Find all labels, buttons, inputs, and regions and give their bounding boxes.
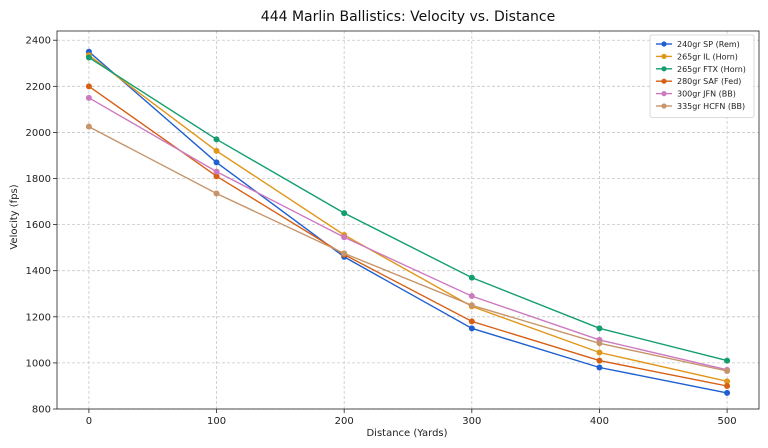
y-tick-label: 2200 — [26, 82, 51, 93]
series-line — [88, 51, 728, 394]
series-group — [85, 123, 731, 374]
x-tick-label: 200 — [335, 416, 354, 427]
legend-swatch-marker — [661, 66, 667, 72]
legend-box — [649, 34, 755, 118]
data-point — [85, 94, 92, 101]
legend-swatch-marker — [661, 78, 667, 84]
data-point — [85, 54, 92, 61]
data-point — [213, 159, 220, 166]
data-point — [724, 378, 731, 385]
data-point — [341, 234, 348, 241]
plot-area — [56, 30, 760, 410]
data-point — [724, 357, 731, 364]
legend-item: 335gr HCFN (BB) — [656, 102, 745, 111]
legend-label: 280gr SAF (Fed) — [677, 77, 741, 86]
x-axis-label: Distance (Yards) — [366, 428, 447, 439]
legend-item: 280gr SAF (Fed) — [656, 77, 741, 86]
series-group — [85, 83, 731, 389]
data-point — [596, 325, 603, 332]
series-line — [88, 85, 728, 387]
y-tick-label: 1600 — [26, 220, 51, 231]
data-point — [468, 302, 475, 309]
series-line — [88, 97, 728, 371]
legend: 240gr SP (Rem) 265gr IL (Horn) 265gr FTX (… — [649, 34, 755, 118]
legend-item: 265gr IL (Horn) — [656, 52, 738, 61]
legend-swatch-marker — [661, 41, 667, 47]
data-point — [213, 147, 220, 154]
legend-swatch-marker — [661, 53, 667, 60]
legend-label: 265gr FTX (Horn) — [677, 65, 746, 74]
x-tick-label: 100 — [207, 416, 226, 427]
x-tick-label: 400 — [590, 416, 609, 427]
data-point — [724, 367, 731, 374]
legend-item: 265gr FTX (Horn) — [656, 65, 746, 74]
legend-label: 335gr HCFN (BB) — [677, 102, 745, 111]
data-point — [596, 364, 603, 371]
data-point — [341, 210, 348, 217]
data-point — [468, 274, 475, 281]
data-point — [468, 318, 475, 325]
y-axis-label: Velocity (fps) — [9, 184, 20, 249]
data-point — [213, 173, 220, 180]
y-tick-label: 1400 — [26, 266, 51, 277]
data-point — [468, 293, 475, 300]
series-line — [88, 54, 728, 382]
series-line — [88, 56, 728, 362]
x-tick-label: 500 — [718, 416, 737, 427]
x-tick-label: 300 — [462, 416, 481, 427]
legend-label: 240gr SP (Rem) — [677, 40, 740, 49]
data-point — [213, 168, 220, 175]
y-tick-label: 1000 — [26, 358, 51, 369]
y-tick-label: 800 — [32, 405, 51, 416]
y-tick-label: 2400 — [26, 36, 51, 47]
series-layer — [85, 48, 731, 396]
data-point — [85, 83, 92, 90]
data-point — [85, 123, 92, 130]
legend-label: 265gr IL (Horn) — [677, 52, 738, 61]
data-point — [596, 357, 603, 364]
y-tick-label: 2000 — [26, 128, 51, 139]
legend-item: 240gr SP (Rem) — [656, 40, 740, 49]
data-point — [724, 389, 731, 396]
data-point — [213, 136, 220, 143]
legend-item: 300gr JFN (BB) — [656, 90, 736, 99]
series-group — [85, 52, 731, 385]
series-group — [85, 48, 731, 396]
x-axis: 0 100 200 300 400 500 — [86, 409, 737, 427]
legend-swatch-marker — [661, 103, 667, 109]
data-point — [596, 340, 603, 347]
series-line — [88, 126, 728, 372]
data-point — [468, 325, 475, 332]
data-point — [341, 250, 348, 257]
y-tick-label: 1200 — [26, 312, 51, 323]
y-axis: 800 1000 1200 1400 1600 1800 2000 2200 2400 — [26, 36, 57, 416]
legend-swatch-marker — [661, 91, 667, 97]
y-tick-label: 1800 — [26, 174, 51, 185]
legend-label: 300gr JFN (BB) — [677, 90, 736, 99]
x-tick-label: 0 — [86, 416, 92, 427]
data-point — [213, 190, 220, 197]
series-group — [85, 54, 731, 364]
data-point — [596, 349, 603, 356]
series-group — [85, 94, 731, 373]
chart-title: 444 Marlin Ballistics: Velocity vs. Dist… — [261, 9, 555, 25]
data-point — [724, 382, 731, 389]
